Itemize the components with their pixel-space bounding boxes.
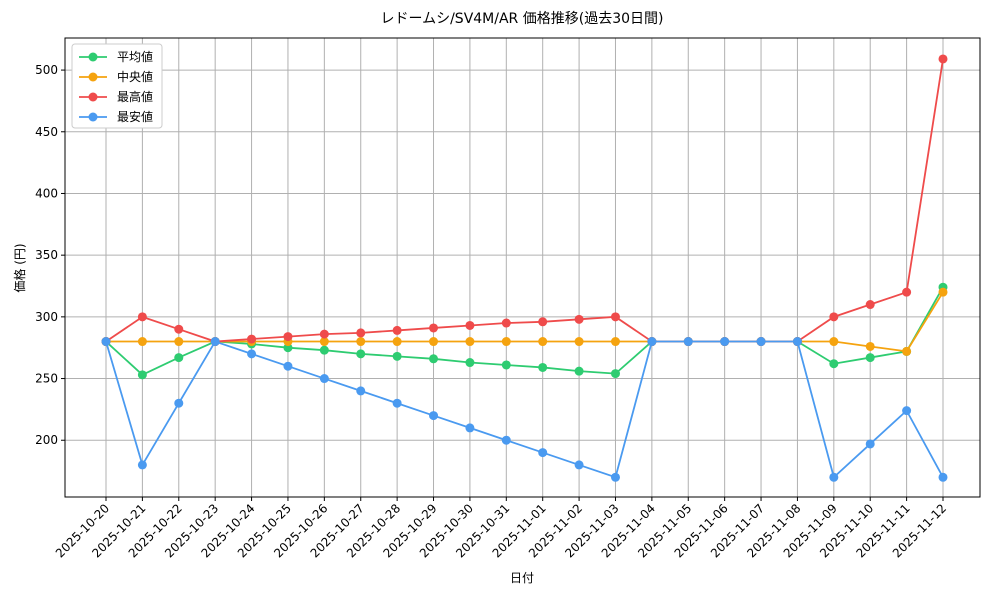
data-point: [429, 337, 439, 347]
legend-label: 最安値: [117, 109, 153, 124]
data-point: [792, 337, 802, 347]
y-tick-label: 400: [35, 186, 58, 200]
data-point: [938, 287, 948, 297]
data-point: [902, 287, 912, 297]
y-tick-label: 350: [35, 248, 58, 262]
legend-marker: [88, 52, 98, 62]
data-point: [283, 332, 293, 342]
data-point: [501, 337, 511, 347]
data-point: [720, 337, 730, 347]
legend-label: 中央値: [117, 69, 153, 84]
data-point: [501, 435, 511, 445]
data-point: [210, 337, 220, 347]
data-point: [538, 317, 548, 327]
series-line: [105, 340, 944, 479]
y-tick-label: 450: [35, 125, 58, 139]
data-point: [574, 366, 584, 376]
data-point: [938, 54, 948, 64]
data-point: [465, 358, 475, 368]
data-point: [283, 361, 293, 371]
data-point: [283, 343, 293, 353]
data-point: [865, 353, 875, 363]
y-axis-label: 価格 (円): [12, 243, 27, 292]
legend-marker: [88, 92, 98, 102]
data-point: [174, 324, 184, 334]
data-point: [247, 349, 257, 359]
data-point: [501, 360, 511, 370]
data-point: [465, 337, 475, 347]
data-point: [610, 337, 620, 347]
y-tick-label: 250: [35, 372, 58, 386]
y-tick-label: 500: [35, 63, 58, 77]
data-point: [174, 353, 184, 363]
data-point: [174, 398, 184, 408]
data-point: [429, 354, 439, 364]
data-point: [137, 337, 147, 347]
data-point: [392, 337, 402, 347]
data-point: [356, 386, 366, 396]
y-tick-label: 300: [35, 310, 58, 324]
legend-marker: [88, 72, 98, 82]
legend-label: 最高値: [117, 89, 153, 104]
data-point: [829, 312, 839, 322]
data-point: [538, 337, 548, 347]
data-point: [610, 312, 620, 322]
data-point: [319, 337, 329, 347]
y-tick-label: 200: [35, 433, 58, 447]
x-axis-label: 日付: [510, 571, 534, 585]
data-point: [356, 349, 366, 359]
data-point: [574, 337, 584, 347]
data-point: [429, 323, 439, 333]
data-point: [319, 345, 329, 355]
data-point: [101, 337, 111, 347]
data-point: [247, 334, 257, 344]
data-point: [392, 325, 402, 335]
data-point: [356, 328, 366, 338]
data-point: [610, 369, 620, 379]
data-point: [356, 337, 366, 347]
data-point: [137, 370, 147, 380]
data-point: [137, 460, 147, 470]
data-point: [647, 337, 657, 347]
data-point: [538, 448, 548, 458]
data-point: [465, 423, 475, 433]
data-point: [137, 312, 147, 322]
data-point: [392, 351, 402, 361]
data-point: [501, 318, 511, 328]
plot-frame: [64, 37, 981, 498]
data-point: [319, 374, 329, 384]
data-point: [174, 337, 184, 347]
data-point: [574, 460, 584, 470]
legend-label: 平均値: [117, 49, 153, 64]
legend-marker: [88, 112, 98, 122]
data-point: [829, 337, 839, 347]
data-point: [465, 320, 475, 330]
data-point: [902, 346, 912, 356]
series-line: [106, 291, 944, 353]
data-point: [829, 472, 839, 482]
data-point: [829, 359, 839, 369]
legend-box: [71, 43, 163, 129]
chart-title: レドームシ/SV4M/AR 価格推移(過去30日間): [381, 11, 664, 27]
data-point: [392, 398, 402, 408]
data-point: [683, 337, 693, 347]
series-line: [105, 58, 944, 343]
series-line: [105, 286, 944, 376]
data-point: [902, 406, 912, 416]
data-point: [865, 300, 875, 310]
data-point: [610, 472, 620, 482]
data-point: [865, 439, 875, 449]
data-point: [938, 472, 948, 482]
data-point: [756, 337, 766, 347]
data-point: [865, 341, 875, 351]
data-point: [429, 411, 439, 421]
data-point: [538, 362, 548, 372]
data-point: [574, 314, 584, 324]
data-point: [319, 329, 329, 339]
